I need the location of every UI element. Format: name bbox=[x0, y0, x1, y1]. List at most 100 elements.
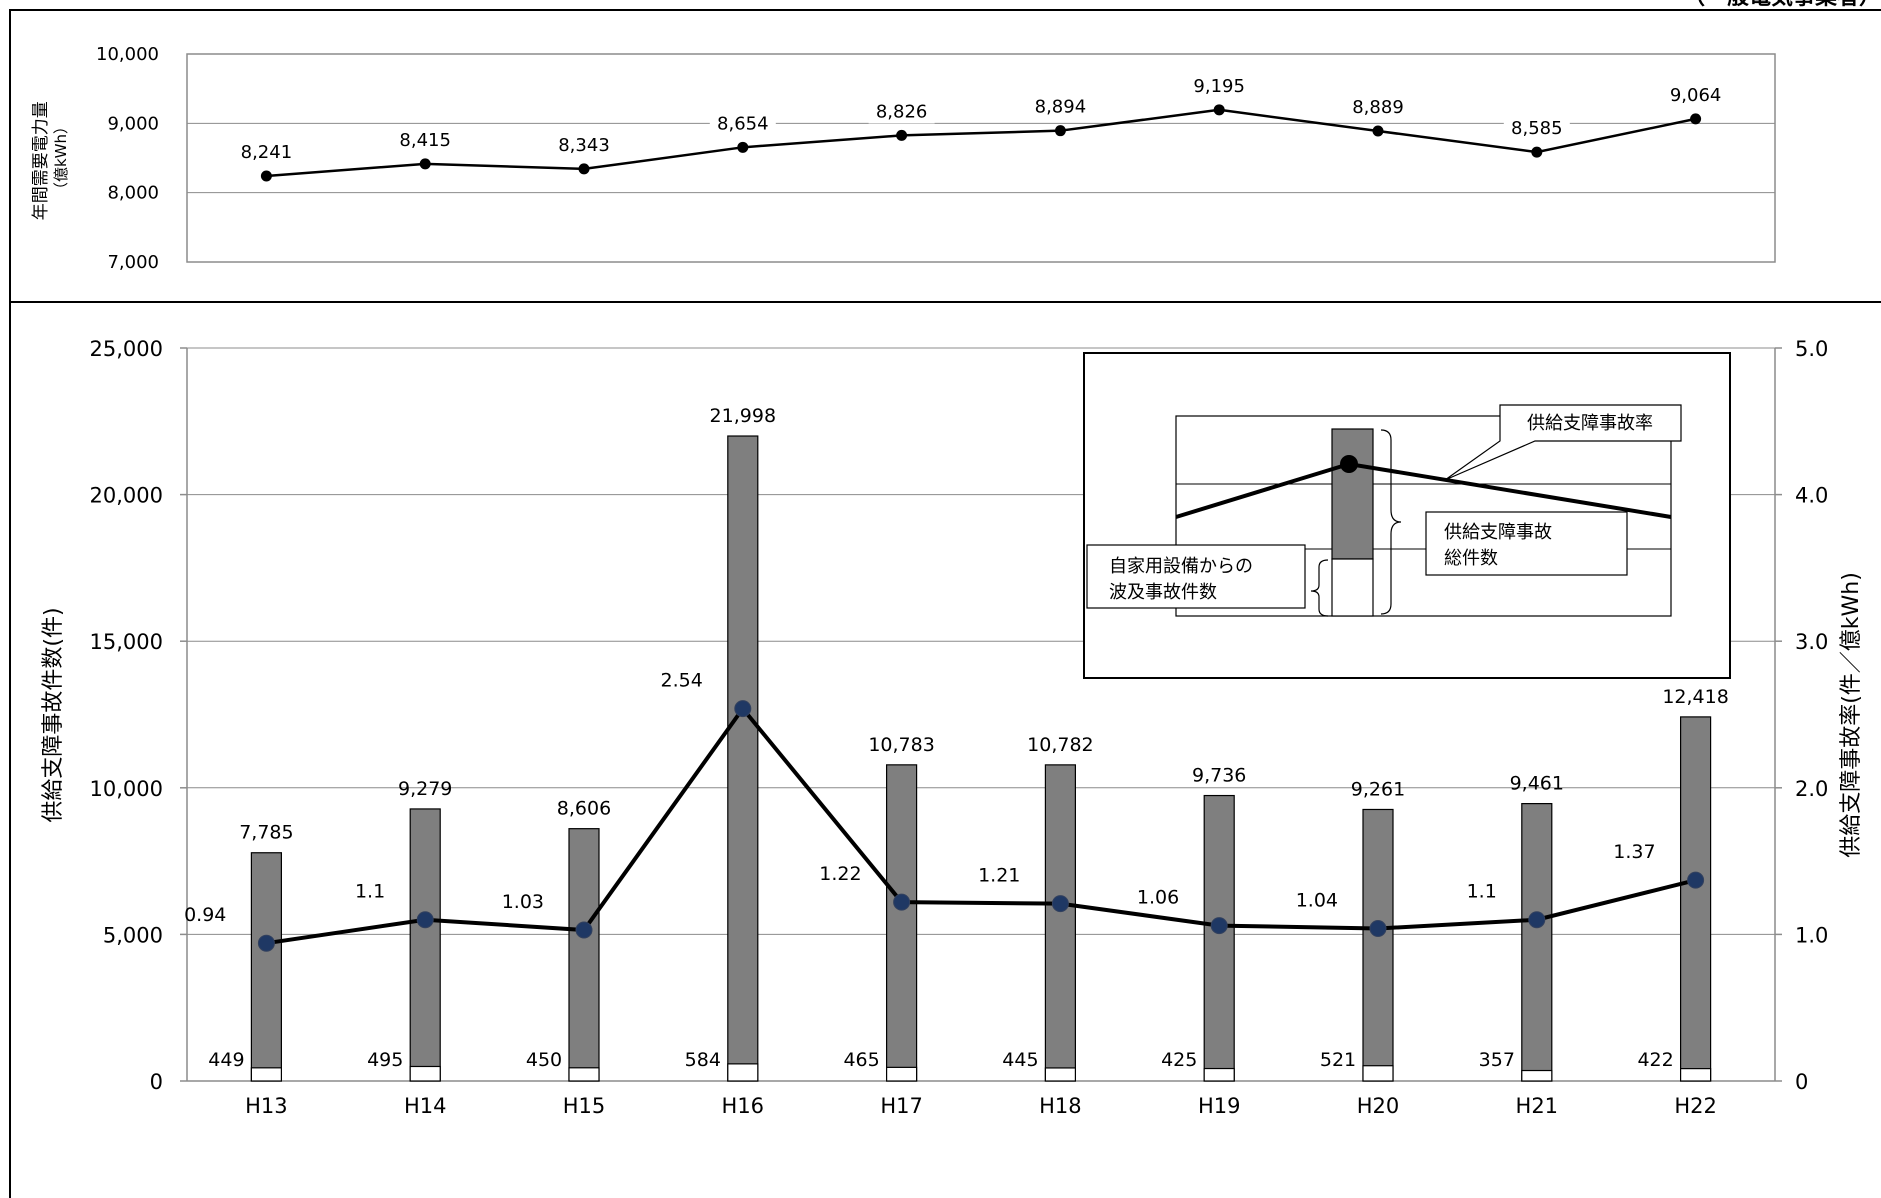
bottom-y-tick-label-right: 2.0 bbox=[1795, 777, 1828, 801]
legend-spill-line-2: 波及事故件数 bbox=[1109, 582, 1217, 603]
top-demand-point bbox=[419, 158, 431, 170]
rate-label: 0.94 bbox=[184, 904, 226, 926]
top-demand-line bbox=[266, 108, 1696, 178]
spillover-accidents-label: 495 bbox=[367, 1049, 403, 1071]
top-value-label-bg bbox=[1027, 93, 1094, 119]
rate-line bbox=[266, 705, 1697, 946]
top-demand-point bbox=[1054, 125, 1066, 137]
top-demand-point bbox=[1213, 104, 1225, 116]
bottom-y-tick-label-left: 20,000 bbox=[90, 484, 163, 508]
legend-spill-box bbox=[1086, 544, 1306, 609]
top-y-axis-label: 年間需要電力量 （億kWh） bbox=[31, 96, 70, 220]
top-y-tick-label: 10,000 bbox=[96, 44, 159, 65]
rate-point bbox=[734, 700, 752, 718]
top-value-label-bg bbox=[709, 110, 776, 136]
spillover-accidents-label: 521 bbox=[1320, 1049, 1356, 1071]
legend-inset: 供給支障事故率 供給支障事故 総件数 自家用設備からの 波及事故件数 bbox=[1083, 352, 1731, 679]
total-accidents-bar bbox=[409, 808, 441, 1082]
rate-label: 2.54 bbox=[660, 670, 702, 692]
spillover-accidents-bar bbox=[409, 1065, 441, 1082]
rate-label: 1.37 bbox=[1613, 841, 1655, 863]
total-accidents-label: 9,261 bbox=[1351, 778, 1405, 800]
legend-rate-label: 供給支障事故率 bbox=[1527, 413, 1653, 434]
spillover-accidents-bar bbox=[250, 1067, 282, 1082]
rate-label: 1.22 bbox=[819, 863, 861, 885]
top-value-label: 9,195 bbox=[1193, 76, 1245, 97]
legend-total-box bbox=[1425, 511, 1628, 576]
top-value-label: 8,343 bbox=[558, 135, 610, 156]
bottom-rate-series bbox=[257, 700, 1705, 952]
spillover-accidents-bar bbox=[1521, 1069, 1553, 1082]
top-demand-point bbox=[260, 170, 272, 182]
total-accidents-bar bbox=[1521, 803, 1553, 1082]
rate-point bbox=[1210, 917, 1228, 935]
total-accidents-label: 10,783 bbox=[868, 734, 934, 756]
bottom-value-labels: 7,785 449 9,279 495 8,606 450 21,998 584 10,783 4… bbox=[184, 405, 1729, 1071]
rate-point bbox=[416, 911, 434, 929]
corner-label: （一般電気事業者） bbox=[1683, 0, 1881, 10]
spillover-accidents-label: 425 bbox=[1161, 1049, 1197, 1071]
total-accidents-label: 21,998 bbox=[710, 405, 776, 427]
total-accidents-bar bbox=[1362, 808, 1394, 1082]
total-accidents-label: 8,606 bbox=[557, 798, 611, 820]
rate-label: 1.1 bbox=[1467, 881, 1497, 903]
total-accidents-bar bbox=[1203, 794, 1235, 1082]
total-accidents-bar bbox=[1044, 764, 1077, 1082]
bottom-y-tick-label-left: 10,000 bbox=[90, 777, 163, 801]
top-y-tick-label: 8,000 bbox=[107, 183, 159, 204]
rate-label: 1.1 bbox=[355, 881, 385, 903]
top-value-label-bg bbox=[233, 138, 300, 164]
bottom-x-tick-label: H21 bbox=[1516, 1094, 1559, 1118]
total-accidents-bar bbox=[1679, 716, 1712, 1082]
rate-label: 1.04 bbox=[1296, 890, 1338, 912]
spillover-accidents-bar bbox=[1679, 1068, 1712, 1082]
legend-spill-line-1: 自家用設備からの bbox=[1109, 556, 1253, 577]
rate-label: 1.03 bbox=[502, 891, 544, 913]
top-value-label-bg bbox=[1503, 115, 1570, 141]
bottom-x-tick-label: H14 bbox=[404, 1094, 447, 1118]
top-value-label-bg bbox=[868, 98, 935, 124]
total-accidents-bar bbox=[885, 764, 918, 1082]
total-accidents-bar bbox=[250, 852, 282, 1082]
spillover-accidents-bar bbox=[1203, 1067, 1235, 1082]
total-accidents-bar bbox=[568, 828, 600, 1082]
bottom-bars bbox=[250, 435, 1712, 1082]
legend-total-brace bbox=[1380, 429, 1402, 615]
total-accidents-label: 9,279 bbox=[398, 778, 452, 800]
bottom-y-tick-label-left: 5,000 bbox=[103, 923, 163, 947]
bottom-x-tick-label: H18 bbox=[1039, 1094, 1082, 1118]
spillover-accidents-label: 445 bbox=[1002, 1049, 1038, 1071]
bottom-panel-frame bbox=[9, 301, 1881, 1198]
spillover-accidents-label: 584 bbox=[685, 1049, 721, 1071]
bottom-y-tick-label-left: 25,000 bbox=[90, 337, 163, 361]
top-demand-point bbox=[1372, 125, 1384, 137]
rate-point bbox=[893, 893, 911, 911]
bottom-x-tick-label: H17 bbox=[880, 1094, 923, 1118]
spillover-accidents-label: 449 bbox=[208, 1049, 244, 1071]
total-accidents-label: 10,782 bbox=[1027, 734, 1093, 756]
top-y-axis-title: 年間需要電力量 bbox=[31, 101, 51, 220]
bottom-y-tick-label-right: 1.0 bbox=[1795, 923, 1828, 947]
top-value-label-bg bbox=[551, 131, 617, 157]
top-value-labels: 8,241 8,415 8,343 8,654 8,826 8,894 9,195 8,889… bbox=[233, 72, 1729, 164]
bottom-y-tick-label-left: 15,000 bbox=[90, 630, 163, 654]
bottom-y-ticks-right: 0 1.0 2.0 3.0 4.0 5.0 bbox=[1795, 337, 1828, 1094]
top-value-label: 8,654 bbox=[717, 113, 769, 134]
total-accidents-label: 12,418 bbox=[1662, 686, 1728, 708]
bottom-x-tick-label: H13 bbox=[245, 1094, 288, 1118]
bottom-y-tick-label-right: 3.0 bbox=[1795, 630, 1828, 654]
spillover-accidents-bar bbox=[1362, 1065, 1394, 1082]
top-value-label-bg bbox=[1662, 81, 1729, 107]
top-y-ticks: 7,000 8,000 9,000 10,000 bbox=[96, 44, 159, 273]
legend-rate-marker bbox=[1340, 455, 1358, 473]
bottom-x-tick-label: H16 bbox=[722, 1094, 765, 1118]
total-accidents-bar bbox=[727, 435, 759, 1082]
spillover-accidents-bar bbox=[885, 1066, 918, 1082]
total-accidents-label: 9,736 bbox=[1192, 765, 1246, 787]
top-demand-point bbox=[737, 141, 749, 153]
bottom-y-tick-label-right: 5.0 bbox=[1795, 337, 1828, 361]
top-y-tick-label: 9,000 bbox=[107, 113, 159, 134]
legend-total-line-2: 総件数 bbox=[1444, 548, 1498, 569]
bottom-x-tick-label: H19 bbox=[1198, 1094, 1241, 1118]
